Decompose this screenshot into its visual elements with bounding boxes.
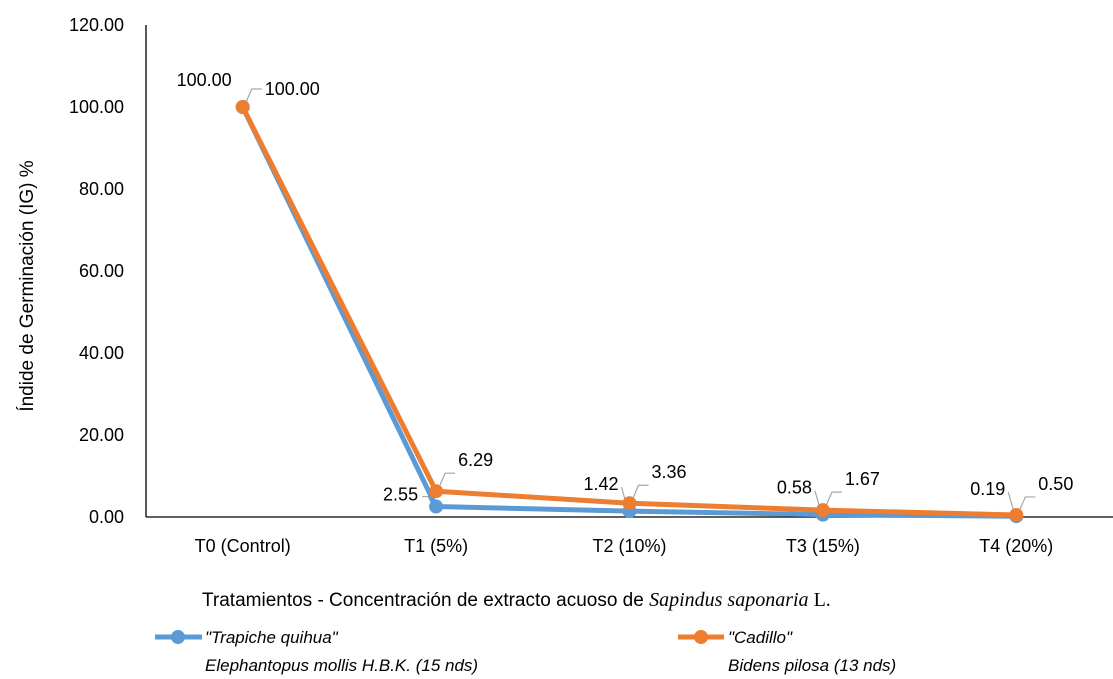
y-tick-label: 20.00: [79, 425, 124, 445]
data-label-leader: [631, 484, 649, 500]
x-axis-title-species: Sapindus saponaria: [649, 589, 808, 611]
data-point-marker[interactable]: [429, 484, 444, 499]
data-label-leader: [1018, 496, 1036, 512]
data-label-leader: [438, 472, 456, 488]
data-label: 1.42: [583, 474, 618, 494]
data-label-leader: [245, 88, 262, 104]
legend-item-cadillo[interactable]: "Cadillo" Bidens pilosa (13 nds): [678, 628, 896, 675]
data-labels: 100.00 2.55 1.42 0.58 0.19 100.00 6.29 3.36 1.67…: [177, 70, 1074, 505]
x-axis-title: Tratamientos - Concentración de extracto…: [202, 589, 831, 611]
x-tick-labels: T0 (Control) T1 (5%) T2 (10%) T3 (15%) T4 (2…: [195, 536, 1054, 556]
legend-swatch-marker: [694, 630, 708, 644]
x-tick-label: T1 (5%): [404, 536, 468, 556]
x-tick-label: T0 (Control): [195, 536, 291, 556]
x-tick-label: T2 (10%): [592, 536, 666, 556]
data-label-leader-lines: [245, 88, 1036, 514]
data-label: 6.29: [458, 450, 493, 470]
y-tick-label: 0.00: [89, 507, 124, 527]
series-line-1: [240, 104, 1019, 518]
y-tick-labels: 0.00 20.00 40.00 60.00 80.00 100.00 120.00: [69, 15, 124, 527]
data-label: 0.19: [970, 479, 1005, 499]
y-tick-label: 40.00: [79, 343, 124, 363]
data-label: 0.58: [777, 478, 812, 498]
y-tick-label: 80.00: [79, 179, 124, 199]
y-axis-title: Índide de Germinación (IG) %: [17, 160, 38, 411]
x-axis-title-prefix: Tratamientos - Concentración de extracto…: [202, 590, 649, 611]
y-tick-label: 100.00: [69, 97, 124, 117]
data-label: 1.67: [845, 469, 880, 489]
x-tick-label: T3 (15%): [786, 536, 860, 556]
legend-label-line2: Elephantopus mollis H.B.K. (15 nds): [205, 656, 478, 675]
legend-label-line1: "Trapiche quihua": [205, 628, 339, 647]
data-label: 100.00: [265, 79, 320, 99]
data-label: 0.50: [1038, 474, 1073, 494]
y-tick-label: 60.00: [79, 261, 124, 281]
data-label-leader: [422, 495, 433, 505]
data-point-marker[interactable]: [429, 499, 444, 514]
data-label: 2.55: [383, 485, 418, 505]
data-label: 100.00: [177, 70, 232, 90]
legend-label-line2: Bidens pilosa (13 nds): [728, 656, 896, 675]
y-tick-label: 120.00: [69, 15, 124, 35]
legend-item-trapiche-quihua[interactable]: "Trapiche quihua" Elephantopus mollis H.…: [155, 628, 478, 675]
data-label: 3.36: [652, 462, 687, 482]
legend-swatch-marker: [171, 630, 185, 644]
data-point-marker[interactable]: [815, 503, 830, 518]
series-layer: [235, 100, 1024, 524]
data-point-marker[interactable]: [622, 496, 637, 511]
x-axis-title-suffix: L.: [809, 589, 831, 611]
legend-label-line1: "Cadillo": [728, 628, 793, 647]
data-label-leader: [825, 491, 842, 507]
x-tick-label: T4 (20%): [979, 536, 1053, 556]
series-line-0: [240, 104, 1019, 519]
data-point-marker[interactable]: [235, 100, 250, 114]
data-point-marker[interactable]: [1009, 507, 1024, 522]
legend: "Trapiche quihua" Elephantopus mollis H.…: [155, 628, 896, 675]
